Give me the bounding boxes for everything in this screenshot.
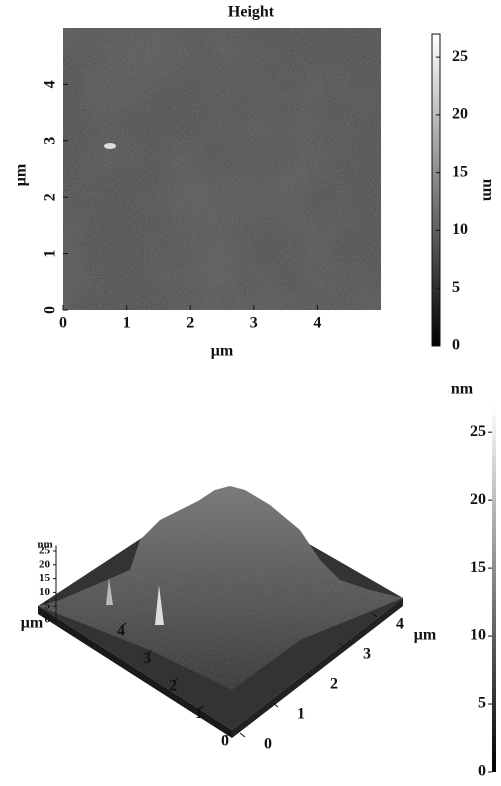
colorbar-label: nm	[451, 381, 474, 398]
x-tick-label: 0	[59, 315, 67, 332]
y-tick-label: 1	[195, 705, 203, 722]
colorbar-tick-label: 5	[478, 695, 486, 712]
colorbar-tick-label: 20	[470, 491, 486, 508]
colorbar-tick-label: 25	[452, 48, 468, 65]
y-tick-label: 3	[143, 650, 151, 667]
x-tick-label: 4	[396, 616, 404, 633]
x-tick-label: 1	[297, 706, 305, 723]
colorbar-tick-label: 10	[470, 627, 486, 644]
z-tick-label: 0	[45, 614, 51, 626]
x-tick-label: 2	[330, 676, 338, 693]
x-tick-label: 3	[363, 646, 371, 663]
x-axis-label: μm	[414, 627, 437, 644]
y-tick-label: 2	[169, 678, 177, 695]
colorbar-tick-label: 5	[452, 279, 460, 296]
x-tick-label: 4	[313, 315, 321, 332]
x-axis-label: μm	[211, 343, 234, 360]
surface-plot	[38, 486, 403, 738]
y-tick-label: 4	[117, 623, 125, 640]
colorbar-tick-label: 10	[452, 221, 468, 238]
y-tick-label: 1	[42, 250, 59, 258]
colorbar-tick-label: 15	[452, 163, 468, 180]
tick-mark	[240, 733, 245, 737]
y-tick-label: 4	[42, 80, 59, 88]
z-tick-label: 15	[39, 572, 51, 584]
colorbar-tick-label: 0	[478, 763, 486, 780]
x-tick-label: 0	[264, 736, 272, 753]
colorbar-tick-label: 20	[452, 106, 468, 123]
x-tick-label: 2	[186, 315, 194, 332]
y-tick-label: 0	[221, 733, 229, 750]
x-tick-label: 1	[123, 315, 131, 332]
colorbar-tick-label: 0	[452, 337, 460, 354]
y-tick-label: 2	[42, 193, 59, 201]
colorbar-label: nm	[479, 179, 496, 202]
z-tick-label: 25	[39, 545, 51, 557]
chart-title: Height	[228, 4, 275, 21]
z-tick-label: 20	[39, 558, 51, 570]
x-axis-label: μm	[21, 615, 44, 632]
figure: Height μm μm nm μm μm nm nm 012340123405…	[0, 0, 501, 786]
colorbar-tick-label: 25	[470, 423, 486, 440]
y-tick-label: 0	[42, 306, 59, 314]
colorbar	[492, 405, 496, 772]
y-tick-label: 3	[42, 137, 59, 145]
y-axis-label: μm	[13, 163, 30, 186]
height-image	[63, 28, 381, 310]
x-tick-label: 3	[250, 315, 258, 332]
z-tick-label: 5	[45, 600, 51, 612]
z-tick-label: 10	[39, 586, 51, 598]
colorbar-tick-label: 15	[470, 559, 486, 576]
colorbar	[432, 34, 440, 346]
